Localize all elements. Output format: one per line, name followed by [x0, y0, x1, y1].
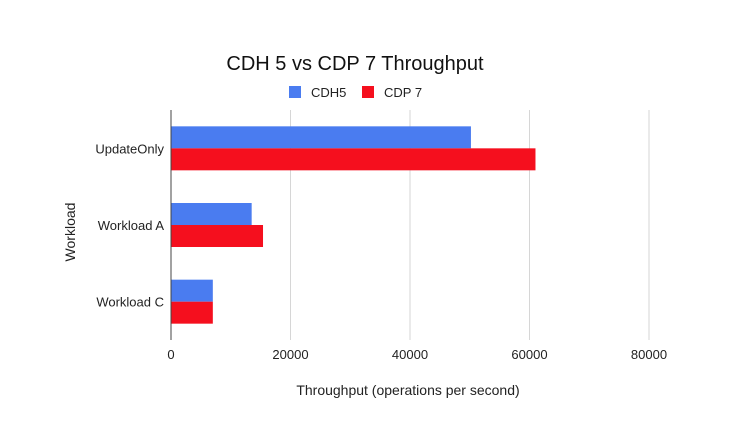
legend-label-cdh5: CDH5 — [311, 85, 346, 100]
x-tick-label-60000: 60000 — [511, 347, 547, 362]
x-tick-label-0: 0 — [167, 347, 174, 362]
legend-label-cdp7: CDP 7 — [384, 85, 422, 100]
bar-cdh5-workload-a — [171, 203, 252, 225]
x-tick-labels: 0 20000 40000 60000 80000 — [167, 347, 667, 362]
legend-swatch-cdh5 — [289, 86, 301, 98]
x-tick-label-80000: 80000 — [631, 347, 667, 362]
legend-swatch-cdp7 — [362, 86, 374, 98]
y-category-label-workload-a: Workload A — [98, 218, 165, 233]
x-tick-label-20000: 20000 — [272, 347, 308, 362]
y-category-label-workload-c: Workload C — [96, 295, 164, 310]
x-axis-label: Throughput (operations per second) — [296, 382, 519, 398]
y-category-label-updateonly: UpdateOnly — [95, 141, 164, 156]
bar-cdp7-workload-a — [171, 225, 264, 247]
bar-cdp7-updateonly — [171, 148, 536, 171]
y-axis-label: Workload — [62, 203, 78, 262]
legend: CDH5 CDP 7 — [289, 85, 422, 100]
bar-cdh5-workload-c — [171, 279, 213, 302]
bars — [171, 126, 536, 324]
y-category-labels: UpdateOnly Workload A Workload C — [95, 141, 164, 309]
bar-cdp7-workload-c — [171, 301, 213, 324]
bar-cdh5-updateonly — [171, 126, 471, 149]
x-tick-label-40000: 40000 — [392, 347, 428, 362]
chart-title: CDH 5 vs CDP 7 Throughput — [226, 53, 484, 75]
